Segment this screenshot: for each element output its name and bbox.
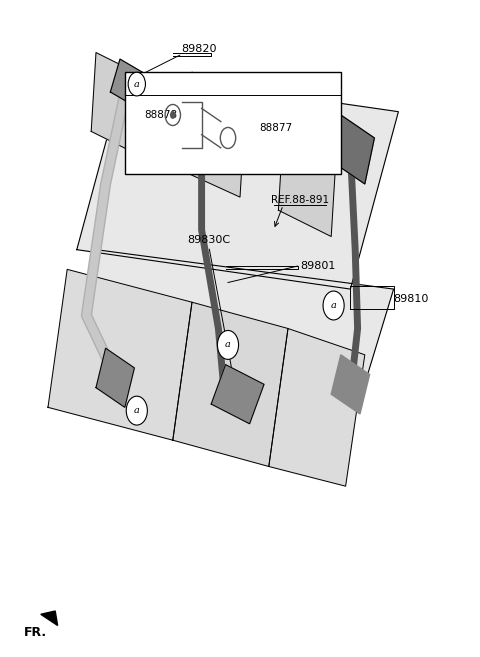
Polygon shape xyxy=(182,72,226,131)
Text: a: a xyxy=(134,79,140,89)
Text: REF.88-891: REF.88-891 xyxy=(271,195,329,206)
Polygon shape xyxy=(91,53,149,158)
Circle shape xyxy=(126,396,147,425)
Text: 89801: 89801 xyxy=(300,261,336,271)
Polygon shape xyxy=(173,302,288,466)
Polygon shape xyxy=(182,92,245,197)
Polygon shape xyxy=(269,328,365,486)
Polygon shape xyxy=(77,72,398,289)
Polygon shape xyxy=(278,131,336,237)
Text: 88877: 88877 xyxy=(259,123,292,133)
Polygon shape xyxy=(96,348,134,407)
Circle shape xyxy=(170,111,176,119)
Text: a: a xyxy=(331,301,336,310)
Text: a: a xyxy=(225,340,231,350)
Polygon shape xyxy=(48,250,394,447)
Polygon shape xyxy=(41,611,58,625)
Circle shape xyxy=(128,72,145,96)
FancyBboxPatch shape xyxy=(125,72,341,174)
Circle shape xyxy=(323,291,344,320)
Circle shape xyxy=(217,330,239,359)
Text: FR.: FR. xyxy=(24,625,47,639)
Text: 89820: 89820 xyxy=(181,44,217,55)
Polygon shape xyxy=(326,112,374,184)
Text: 88878: 88878 xyxy=(144,110,177,120)
Text: a: a xyxy=(134,406,140,415)
Polygon shape xyxy=(211,365,264,424)
Text: 89830C: 89830C xyxy=(187,235,230,245)
Text: 89810: 89810 xyxy=(394,294,429,304)
Polygon shape xyxy=(110,59,154,112)
Polygon shape xyxy=(331,355,370,414)
Polygon shape xyxy=(48,269,192,440)
